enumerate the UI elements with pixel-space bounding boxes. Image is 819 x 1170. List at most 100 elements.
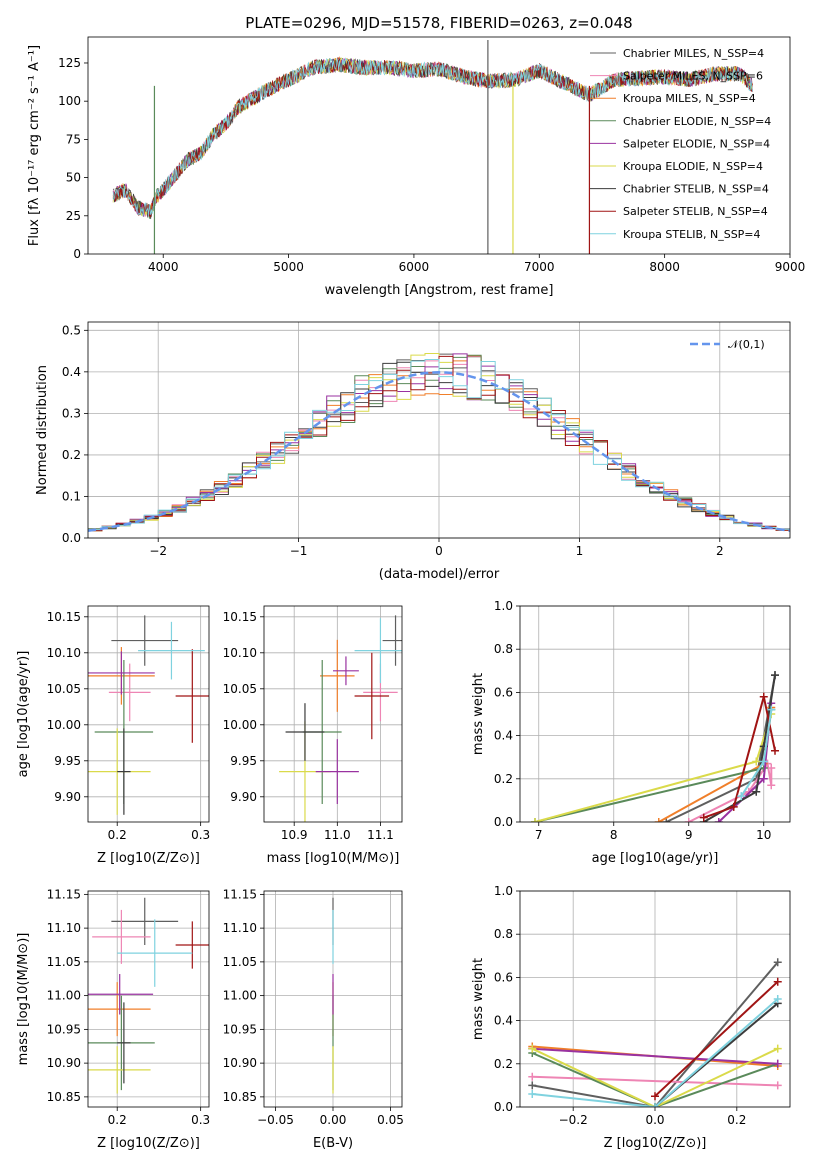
x-tick-label: 11.0 bbox=[324, 828, 351, 842]
errorbar-axes bbox=[263, 890, 403, 1108]
y-tick-label: 10.85 bbox=[223, 1090, 257, 1104]
weight-series bbox=[665, 674, 776, 822]
y-tick-label: 10.15 bbox=[223, 610, 257, 624]
y-tick-label: 1.0 bbox=[494, 884, 513, 898]
weight-series bbox=[532, 1075, 778, 1087]
y-axis-label: Flux [fλ 10⁻¹⁷ erg cm⁻² s⁻¹ A⁻¹] bbox=[27, 45, 42, 246]
x-tick-label: 11.1 bbox=[367, 828, 394, 842]
chart-title: PLATE=0296, MJD=51578, FIBERID=0263, z=0… bbox=[245, 14, 632, 32]
y-tick-label: 11.00 bbox=[47, 989, 81, 1003]
weight-marker bbox=[662, 818, 671, 822]
weight-marker bbox=[773, 1059, 782, 1068]
x-tick-label: −2 bbox=[149, 544, 167, 558]
spectrum-7 bbox=[112, 56, 753, 219]
histogram-6 bbox=[88, 361, 790, 531]
weight-marker bbox=[699, 813, 708, 822]
x-tick-label: 0.3 bbox=[191, 828, 210, 842]
y-tick-label: 125 bbox=[58, 56, 81, 70]
y-tick-label: 10.05 bbox=[223, 682, 257, 696]
legend-entry: 𝒩(0,1) bbox=[728, 338, 765, 351]
y-tick-label: 11.15 bbox=[223, 887, 257, 901]
y-tick-label: 10.15 bbox=[47, 610, 81, 624]
y-tick-label: 0.0 bbox=[494, 815, 513, 829]
x-tick-label: 0.3 bbox=[191, 1113, 210, 1127]
x-tick-label: 1 bbox=[576, 544, 584, 558]
y-tick-label: 9.90 bbox=[230, 790, 257, 804]
weight-group bbox=[531, 671, 779, 822]
weight-marker bbox=[729, 802, 738, 811]
y-tick-label: 100 bbox=[58, 94, 81, 108]
x-tick-label: 6000 bbox=[399, 260, 430, 274]
x-axis-label: E(B-V) bbox=[313, 1136, 353, 1151]
y-tick-label: 0 bbox=[73, 247, 81, 261]
y-tick-label: 0.2 bbox=[494, 772, 513, 786]
y-tick-label: 10.10 bbox=[223, 646, 257, 660]
x-tick-label: 2 bbox=[716, 544, 724, 558]
x-tick-label: 9000 bbox=[775, 260, 806, 274]
x-tick-label: 8000 bbox=[649, 260, 680, 274]
x-tick-label: 5000 bbox=[273, 260, 304, 274]
legend-entry: Chabrier ELODIE, N_SSP=4 bbox=[623, 115, 771, 128]
weight-series bbox=[531, 1047, 779, 1107]
y-tick-label: 10.05 bbox=[47, 682, 81, 696]
normal-curve bbox=[88, 371, 790, 532]
x-tick-label: 0.2 bbox=[108, 1113, 127, 1127]
x-axis-label: Z [log10(Z/Z⊙)] bbox=[97, 851, 200, 866]
y-tick-label: 9.90 bbox=[54, 790, 81, 804]
legend-entry: Salpeter STELIB, N_SSP=4 bbox=[623, 205, 768, 218]
y-tick-label: 50 bbox=[66, 171, 81, 185]
y-tick-label: 0.2 bbox=[494, 1057, 513, 1071]
y-axis-label: age [log10(age/yr)] bbox=[16, 651, 31, 778]
weight-marker bbox=[528, 1044, 537, 1053]
y-tick-label: 9.95 bbox=[230, 754, 257, 768]
weight-series bbox=[532, 998, 779, 1107]
weight-marker bbox=[752, 757, 761, 766]
x-tick-label: −0.2 bbox=[559, 1113, 588, 1127]
x-axis-label: Z [log10(Z/Z⊙)] bbox=[97, 1136, 200, 1151]
y-tick-label: 1.0 bbox=[494, 599, 513, 613]
y-tick-label: 0.2 bbox=[62, 448, 81, 462]
y-tick-label: 0.4 bbox=[62, 365, 81, 379]
y-tick-label: 11.15 bbox=[47, 887, 81, 901]
weight-marker bbox=[737, 792, 746, 801]
weight-axes bbox=[519, 890, 791, 1108]
y-tick-label: 11.10 bbox=[47, 921, 81, 935]
y-tick-label: 0.3 bbox=[62, 406, 81, 420]
y-tick-label: 11.00 bbox=[223, 989, 257, 1003]
legend-entry: Salpeter ELODIE, N_SSP=4 bbox=[623, 137, 770, 150]
y-tick-label: 10.10 bbox=[47, 646, 81, 660]
weight-marker bbox=[767, 781, 776, 790]
y-tick-label: 0.0 bbox=[494, 1100, 513, 1114]
y-tick-label: 0.6 bbox=[494, 970, 513, 984]
weight-marker bbox=[773, 1081, 782, 1090]
weight-marker bbox=[651, 1103, 659, 1107]
x-tick-label: 0.05 bbox=[377, 1113, 404, 1127]
y-tick-label: 0.1 bbox=[62, 489, 81, 503]
weight-marker bbox=[759, 757, 768, 766]
y-axis-label: mass weight bbox=[471, 958, 486, 1040]
y-tick-label: 10.85 bbox=[47, 1090, 81, 1104]
errorbar-group bbox=[88, 897, 209, 1094]
weight-marker bbox=[654, 818, 663, 822]
legend-entry: Kroupa ELODIE, N_SSP=4 bbox=[623, 160, 763, 173]
x-tick-label: 9 bbox=[685, 828, 693, 842]
weight-series bbox=[532, 1047, 778, 1065]
x-tick-label: 7000 bbox=[524, 260, 555, 274]
x-tick-label: 8 bbox=[610, 828, 618, 842]
y-tick-label: 0.0 bbox=[62, 531, 81, 545]
errorbar-group bbox=[279, 615, 402, 822]
errorbar-axes bbox=[87, 890, 210, 1108]
y-tick-label: 10.00 bbox=[47, 718, 81, 732]
weight-marker bbox=[528, 1081, 537, 1090]
weight-group bbox=[528, 958, 782, 1107]
weight-marker bbox=[528, 1072, 537, 1081]
weight-marker bbox=[773, 977, 782, 986]
errorbar-group bbox=[88, 615, 209, 815]
weight-marker bbox=[651, 1092, 659, 1101]
y-tick-label: 11.05 bbox=[223, 955, 257, 969]
weight-marker bbox=[752, 787, 761, 796]
y-tick-label: 11.05 bbox=[47, 955, 81, 969]
y-tick-label: 25 bbox=[66, 209, 81, 223]
legend-entry: Salpeter MILES, N_SSP=6 bbox=[623, 70, 763, 83]
